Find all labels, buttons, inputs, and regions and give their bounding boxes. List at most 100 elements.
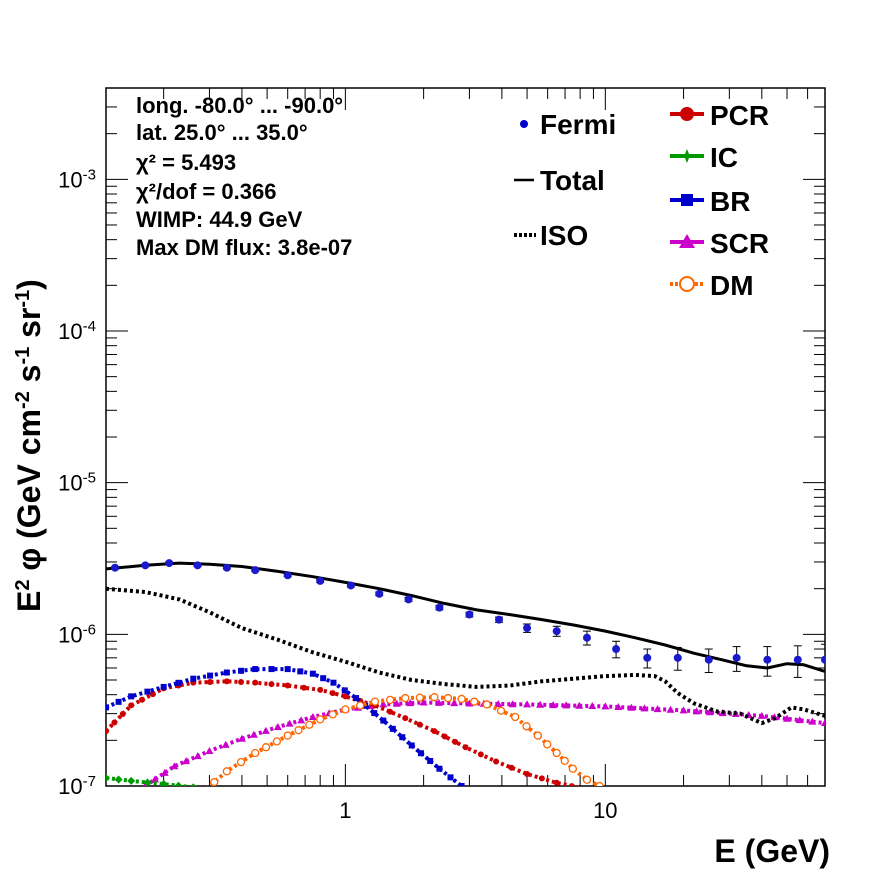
- fermi-marker: [251, 566, 260, 575]
- fermi-point: [165, 559, 174, 568]
- fermi-point: [673, 646, 682, 671]
- pcr-marker: [402, 715, 409, 722]
- fermi-marker: [732, 653, 741, 662]
- scr-marker: [193, 752, 202, 760]
- br-marker: [223, 669, 230, 676]
- scr-marker: [392, 699, 401, 707]
- axis-ticks: [106, 87, 826, 787]
- legend-right: PCR IC BR SCR DM: [670, 100, 769, 301]
- pcr-marker: [342, 693, 349, 700]
- scr-marker: [536, 700, 545, 708]
- br-marker: [490, 805, 496, 811]
- x-axis-title: E (GeV): [714, 833, 830, 869]
- br-marker: [175, 679, 182, 686]
- dm-marker: [560, 756, 569, 766]
- br-marker: [417, 750, 424, 757]
- info-box: long. -80.0° ... -90.0° lat. 25.0° ... 3…: [136, 93, 352, 260]
- scr-marker: [379, 700, 388, 708]
- pcr-marker: [508, 764, 515, 771]
- scr-marker: [308, 713, 317, 721]
- scr-marker: [170, 762, 179, 770]
- series-dm: [206, 693, 604, 786]
- scr-marker: [237, 734, 246, 742]
- info-longitude: long. -80.0° ... -90.0°: [136, 93, 343, 118]
- pcr-marker: [128, 702, 135, 709]
- scr-marker: [679, 706, 688, 714]
- y-tick-label: 10-7: [58, 773, 96, 800]
- br-marker: [297, 668, 304, 675]
- series-iso-line: [106, 586, 825, 726]
- ic-marker: [174, 781, 183, 786]
- y-tick-label: 10-4: [58, 317, 96, 344]
- fermi-point: [793, 645, 802, 678]
- fermi-point: [821, 643, 825, 681]
- scr-marker: [434, 698, 443, 706]
- pcr-marker: [252, 679, 259, 686]
- br-marker: [309, 670, 316, 677]
- series-ic: [106, 773, 211, 786]
- dm-marker: [385, 695, 395, 704]
- br-marker: [458, 783, 465, 786]
- ic-marker: [127, 776, 136, 785]
- dm-marker: [568, 764, 577, 773]
- br-marker: [408, 742, 415, 749]
- dm-marker: [443, 693, 453, 703]
- y-tick-label: 10-5: [58, 469, 96, 496]
- fermi-point: [523, 623, 532, 633]
- pcr-marker: [477, 751, 484, 758]
- scr-marker: [297, 716, 306, 724]
- br-marker: [447, 774, 454, 781]
- scr-marker: [406, 699, 415, 707]
- fermi-point: [375, 589, 384, 598]
- fermi-marker: [465, 610, 474, 619]
- fermi-marker: [523, 624, 532, 633]
- fermi-point: [404, 595, 413, 604]
- dm-marker: [430, 693, 439, 702]
- fermi-marker: [165, 559, 174, 568]
- scr-marker: [692, 707, 701, 715]
- fermi-point: [251, 566, 260, 575]
- scr-marker: [653, 705, 662, 713]
- dm-marker: [272, 737, 282, 746]
- br-marker: [128, 693, 135, 700]
- dm-marker: [415, 693, 424, 702]
- scr-marker: [808, 717, 817, 725]
- legend-ic-label: IC: [710, 142, 738, 173]
- br-marker: [436, 765, 443, 772]
- legend-scr-marker: [679, 234, 695, 248]
- scr-marker: [562, 701, 571, 709]
- br-marker: [389, 725, 396, 732]
- pcr-marker: [431, 728, 438, 735]
- fermi-marker: [673, 653, 682, 662]
- pcr-marker: [238, 678, 245, 685]
- scr-marker: [419, 698, 428, 706]
- pcr-marker: [387, 708, 394, 715]
- dm-marker: [543, 740, 552, 749]
- pcr-marker: [119, 710, 126, 717]
- scr-marker: [588, 702, 597, 710]
- legend-scr-label: SCR: [710, 228, 769, 259]
- scr-marker: [523, 700, 532, 708]
- fermi-point: [283, 571, 292, 580]
- br-marker: [330, 679, 337, 686]
- legend-total-label: Total: [540, 165, 605, 196]
- y-tick-label: 10-6: [58, 621, 96, 648]
- dm-marker: [482, 700, 491, 709]
- pcr-marker: [568, 783, 575, 786]
- fermi-marker: [222, 563, 231, 572]
- dm-marker: [457, 694, 466, 704]
- dm-marker: [522, 722, 531, 731]
- dm-marker: [328, 710, 337, 719]
- series-pcr: [106, 678, 581, 786]
- fermi-marker: [404, 595, 413, 604]
- fermi-marker: [612, 645, 621, 654]
- fermi-marker: [346, 581, 355, 590]
- br-marker: [115, 698, 122, 705]
- fermi-point: [763, 646, 772, 677]
- fermi-marker: [283, 571, 292, 580]
- br-marker: [106, 704, 109, 711]
- info-wimp: WIMP: 44.9 GeV: [136, 207, 303, 232]
- legend-left: Fermi Total ISO: [514, 109, 616, 251]
- scr-marker: [821, 719, 825, 727]
- pcr-marker: [139, 696, 146, 703]
